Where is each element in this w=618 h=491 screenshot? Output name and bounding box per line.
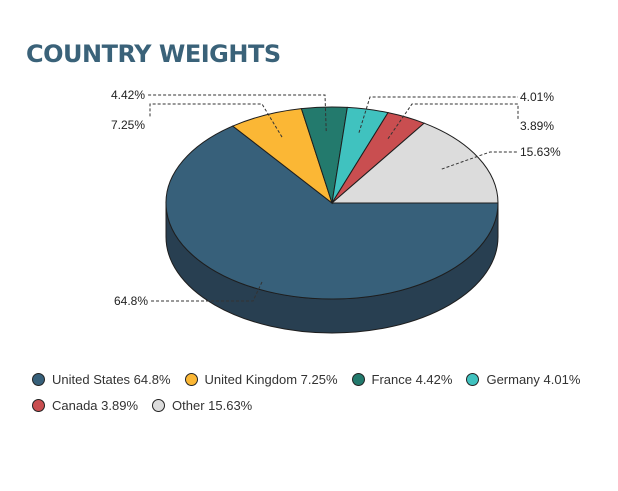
chart-title: COUNTRY WEIGHTS: [26, 40, 281, 68]
legend-item-france[interactable]: France 4.42%: [351, 371, 453, 387]
legend-swatch-united-kingdom: [184, 372, 198, 386]
data-label-canada: 3.89%: [520, 119, 554, 133]
legend-row-1: United States 64.8% United Kingdom 7.25%…: [32, 366, 607, 392]
pie-labels: 64.8% 7.25% 4.42% 4.01% 3.89% 15.63%: [111, 88, 561, 308]
data-label-united-kingdom: 7.25%: [111, 118, 145, 132]
data-label-france: 4.42%: [111, 88, 145, 102]
legend-item-united-states[interactable]: United States 64.8%: [32, 372, 171, 387]
legend-swatch-other: [152, 398, 166, 412]
legend-row-2: Canada 3.89% Other 15.63%: [32, 392, 607, 418]
legend-item-other[interactable]: Other 15.63%: [152, 398, 252, 413]
leader-line-other: [441, 151, 518, 170]
leader-line-united-kingdom: [149, 103, 283, 138]
data-label-united-states: 64.8%: [114, 294, 148, 308]
legend-label-germany: Germany 4.01%: [486, 371, 581, 387]
leader-line-france: [148, 94, 327, 132]
chart-legend: United States 64.8% United Kingdom 7.25%…: [32, 366, 607, 418]
legend-label-france: France 4.42%: [371, 371, 453, 387]
legend-item-canada[interactable]: Canada 3.89%: [32, 398, 138, 413]
legend-swatch-france: [351, 372, 365, 386]
data-label-germany: 4.01%: [520, 90, 554, 104]
data-label-other: 15.63%: [520, 145, 561, 159]
leader-line-united-states: [150, 281, 263, 302]
pie-top: [165, 106, 499, 300]
legend-item-united-kingdom[interactable]: United Kingdom 7.25%: [184, 371, 338, 387]
legend-label-united-kingdom: United Kingdom 7.25%: [204, 371, 338, 387]
legend-label-canada: Canada 3.89%: [52, 397, 139, 413]
legend-swatch-united-states: [32, 372, 45, 386]
legend-label-other: Other 15.63%: [172, 397, 253, 413]
pie-chart: 64.8% 7.25% 4.42% 4.01% 3.89% 15.63%: [111, 88, 561, 334]
leader-line-germany: [358, 96, 518, 133]
legend-swatch-germany: [466, 372, 480, 386]
leader-line-canada: [387, 103, 519, 139]
legend-label-united-states: United States 64.8%: [52, 371, 171, 387]
legend-item-germany[interactable]: Germany 4.01%: [466, 372, 580, 387]
legend-swatch-canada: [32, 398, 45, 412]
pie-slice-united-states: [165, 125, 499, 300]
pie-slice-other: [330, 122, 499, 204]
